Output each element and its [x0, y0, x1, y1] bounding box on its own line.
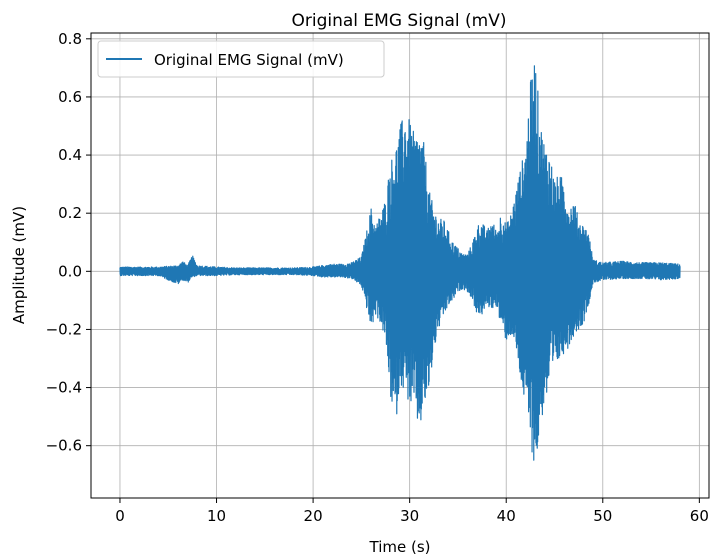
x-tick-label: 20 — [304, 507, 323, 525]
x-axis-label: Time (s) — [369, 538, 431, 556]
y-tick-label: 0.8 — [58, 30, 82, 48]
legend: Original EMG Signal (mV) — [97, 40, 385, 78]
series-line-emg — [119, 65, 681, 461]
plot-frame — [90, 32, 710, 499]
y-tick-label: 0.4 — [58, 146, 82, 164]
x-tick-label: 30 — [400, 507, 419, 525]
legend-box — [97, 40, 385, 78]
y-tick-label: 0.0 — [58, 262, 82, 280]
x-tick-label: 10 — [207, 507, 226, 525]
y-tick-label: 0.2 — [58, 204, 82, 222]
x-tick-label: 0 — [115, 507, 125, 525]
x-tick-label: 40 — [497, 507, 516, 525]
x-tick-label: 60 — [690, 507, 709, 525]
y-tick-label: −0.6 — [46, 437, 82, 455]
x-axis: 0 10 20 30 40 50 60 — [115, 498, 709, 525]
x-tick-label: 50 — [593, 507, 612, 525]
y-tick-label: −0.4 — [46, 379, 82, 397]
y-tick-label: 0.6 — [58, 88, 82, 106]
chart-title: Original EMG Signal (mV) — [292, 11, 507, 31]
y-tick-label: −0.2 — [46, 320, 82, 338]
legend-label: Original EMG Signal (mV) — [154, 51, 344, 69]
y-axis: −0.6 −0.4 −0.2 0.0 0.2 0.4 0.6 0.8 — [46, 30, 91, 455]
y-axis-label: Amplitude (mV) — [10, 206, 28, 324]
